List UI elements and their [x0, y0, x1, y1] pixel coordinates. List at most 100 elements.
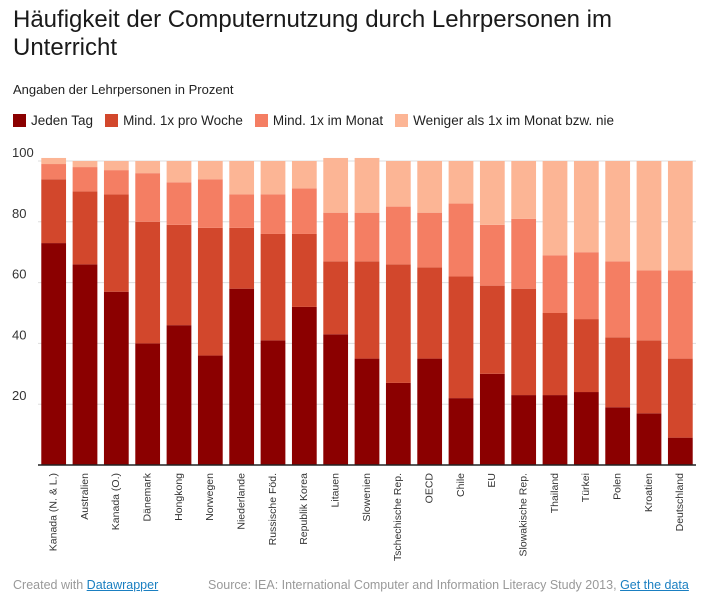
bar-segment [542, 255, 568, 313]
footer-created-text: Created with [13, 578, 84, 592]
bar-segment [417, 212, 443, 268]
x-tick-label: Dänemark [141, 472, 153, 521]
bar-segment [573, 319, 599, 393]
x-tick-label: Chile [455, 473, 467, 497]
x-tick-label: Hongkong [173, 473, 185, 521]
bar-segment [323, 261, 349, 335]
bar-segment [636, 161, 662, 271]
legend-item-monat[interactable]: Mind. 1x im Monat [254, 113, 383, 128]
bar-segment [197, 161, 223, 180]
bar-segment [479, 285, 505, 374]
bar-segment [135, 173, 161, 222]
bar-segment [511, 218, 537, 289]
bar-segment [354, 157, 380, 213]
bar-segment [667, 358, 693, 438]
bar-segment [511, 161, 537, 219]
x-tick-label: Thailand [549, 473, 561, 513]
footer-credit: Created with Datawrapper [13, 578, 158, 592]
bar-segment [636, 340, 662, 414]
legend-swatch [254, 114, 268, 127]
bar-segment [573, 392, 599, 465]
bar-segment [103, 291, 129, 465]
bar-segment [229, 288, 255, 465]
bar-segment [605, 161, 631, 262]
x-tick-label: Kanada (O.) [110, 473, 122, 530]
bar-segment [197, 355, 223, 465]
bar-segment [636, 270, 662, 341]
bar-segment [417, 161, 443, 213]
legend-item-jeden-tag[interactable]: Jeden Tag [13, 113, 93, 128]
bar-segment [103, 161, 129, 171]
y-tick-label: 100 [12, 145, 34, 160]
bar-segment [667, 437, 693, 465]
bar-segment [479, 224, 505, 286]
bar-segment [260, 194, 286, 234]
bar-segment [72, 161, 98, 168]
y-tick-label: 80 [12, 206, 26, 221]
x-tick-label: Republik Korea [298, 473, 310, 545]
bar-segment [166, 161, 192, 183]
legend-label: Jeden Tag [31, 113, 94, 128]
x-tick-label: Niederlande [235, 473, 247, 530]
footer-source: Source: IEA: International Computer and … [208, 578, 689, 592]
bar-segment [448, 276, 474, 399]
bar-segment [323, 212, 349, 262]
bar-segment [479, 161, 505, 225]
get-data-link[interactable]: Get the data [620, 578, 689, 592]
bar-segment [667, 270, 693, 359]
bar-segment [166, 182, 192, 225]
bar-segment [291, 306, 317, 465]
x-tick-label: Türkei [580, 473, 592, 502]
legend-swatch [13, 114, 26, 127]
bar-segment [605, 337, 631, 408]
bar-segment [135, 161, 161, 174]
bar-segment [41, 243, 67, 465]
bar-segment [385, 206, 411, 265]
bar-segment [197, 227, 223, 356]
bar-segment [542, 161, 568, 256]
legend-swatch [395, 114, 409, 127]
y-tick-label: 40 [12, 327, 26, 342]
bar-segment [542, 395, 568, 465]
y-tick-label: 60 [12, 267, 26, 282]
bar-segment [511, 395, 537, 465]
bar-segment [166, 224, 192, 326]
x-tick-label: EU [486, 473, 498, 488]
footer-source-text: Source: IEA: International Computer and … [208, 578, 617, 592]
bar-segment [479, 373, 505, 465]
bar-segment [135, 221, 161, 344]
chart-title: Häufigkeit der Computernutzung durch Leh… [13, 6, 613, 61]
bar-segment [573, 161, 599, 253]
bar-segment [448, 161, 474, 204]
bar-segment [72, 191, 98, 265]
bar-segment [41, 157, 67, 165]
bar-segment [417, 267, 443, 359]
legend-item-woche[interactable]: Mind. 1x pro Woche [105, 113, 243, 128]
bar-segment [542, 313, 568, 396]
chart-subtitle: Angaben der Lehrpersonen in Prozent [13, 82, 234, 97]
bar-segment [291, 233, 317, 307]
bar-segment [103, 170, 129, 195]
bar-segment [197, 179, 223, 228]
x-tick-label: OECD [423, 473, 435, 504]
bar-segment [229, 161, 255, 195]
legend-item-weniger[interactable]: Weniger als 1x im Monat bzw. nie [395, 113, 614, 128]
bar-segment [385, 161, 411, 207]
bar-segment [354, 261, 380, 359]
x-tick-label: Slowakische Rep. [517, 473, 529, 556]
bar-segment [636, 413, 662, 465]
bar-segment [260, 340, 286, 465]
bar-segment [229, 194, 255, 228]
datawrapper-link[interactable]: Datawrapper [86, 578, 159, 592]
bar-segment [291, 161, 317, 189]
bar-segment [72, 167, 98, 192]
bar-segment [448, 203, 474, 277]
x-tick-label: Deutschland [674, 473, 686, 532]
bar-segment [291, 188, 317, 234]
x-tick-label: Norwegen [204, 473, 216, 521]
bar-segment [41, 179, 67, 244]
bar-segment [448, 398, 474, 465]
y-tick-label: 20 [12, 388, 26, 403]
bar-segment [385, 264, 411, 383]
